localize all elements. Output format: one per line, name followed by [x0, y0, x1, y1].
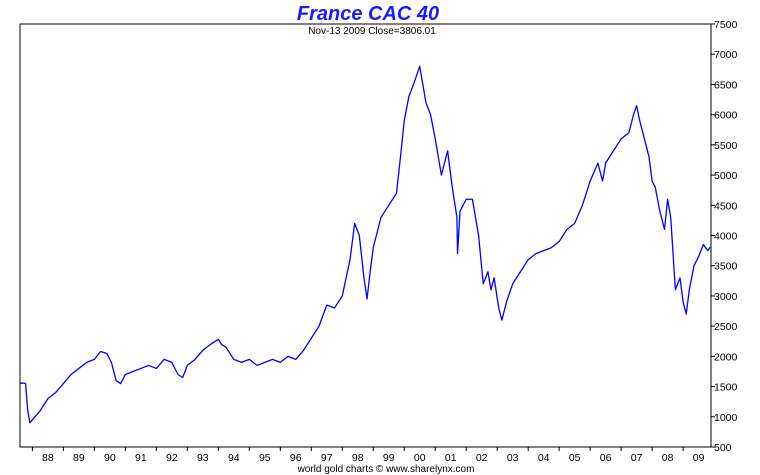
plot-area	[19, 23, 712, 448]
y-tick-label: 500	[714, 442, 732, 454]
y-tick-label: 4500	[714, 200, 738, 212]
x-tick-label: 94	[228, 452, 240, 464]
y-tick-label: 5000	[714, 170, 738, 182]
x-tick-label: 92	[166, 452, 178, 464]
x-tick-label: 03	[507, 452, 519, 464]
chart-title: France CAC 40	[297, 3, 439, 25]
x-axis: 88 89 90 91 92 93 94 95 96 97 98 99 00 01 02 03 04 05 06 07…	[31, 447, 705, 464]
y-tick-label: 6500	[714, 79, 738, 91]
x-tick-label: 09	[693, 452, 705, 464]
chart-subtitle: Nov-13 2009 Close=3806.01	[308, 26, 436, 37]
x-tick-label: 07	[631, 452, 643, 464]
y-tick-label: 6000	[714, 110, 738, 122]
x-tick-label: 01	[445, 452, 457, 464]
x-tick-label: 00	[414, 452, 426, 464]
x-tick-label: 91	[135, 452, 147, 464]
chart-footer: world gold charts © www.sharelynx.com	[297, 464, 475, 475]
x-tick-label: 89	[73, 452, 85, 464]
y-axis: 500 1000 1500 2000 2500 3000 3500 4000 4500 5000 5…	[711, 19, 738, 454]
y-tick-label: 5500	[714, 140, 738, 152]
x-tick-label: 93	[197, 452, 209, 464]
x-tick-label: 02	[476, 452, 488, 464]
x-tick-label: 88	[42, 452, 54, 464]
y-tick-label: 1000	[714, 412, 738, 424]
x-tick-label: 95	[259, 452, 271, 464]
y-tick-label: 3500	[714, 261, 738, 273]
x-tick-label: 04	[538, 452, 550, 464]
y-tick-label: 1500	[714, 382, 738, 394]
y-tick-label: 7500	[714, 19, 738, 31]
x-tick-label: 08	[662, 452, 674, 464]
y-tick-label: 4000	[714, 231, 738, 243]
x-tick-label: 05	[569, 452, 581, 464]
x-tick-label: 99	[383, 452, 395, 464]
x-tick-label: 98	[352, 452, 364, 464]
x-tick-label: 97	[321, 452, 333, 464]
x-tick-label: 96	[290, 452, 302, 464]
y-tick-label: 7000	[714, 49, 738, 61]
y-tick-label: 3000	[714, 291, 738, 303]
y-tick-label: 2500	[714, 321, 738, 333]
y-tick-label: 2000	[714, 351, 738, 363]
x-tick-label: 06	[600, 452, 612, 464]
series-line-cac40	[19, 65, 711, 424]
x-tick-label: 90	[104, 452, 116, 464]
